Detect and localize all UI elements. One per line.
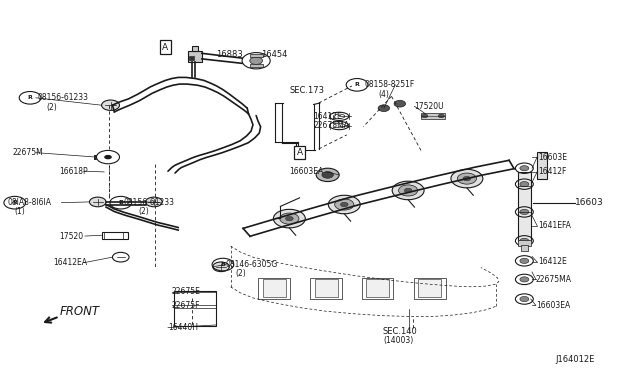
Bar — [250, 54, 262, 57]
Text: 16440H: 16440H — [168, 323, 198, 332]
Text: 16412F: 16412F — [538, 167, 567, 176]
Text: SEC.140: SEC.140 — [383, 327, 417, 336]
Circle shape — [520, 166, 529, 171]
Bar — [189, 56, 194, 60]
Text: 16603E: 16603E — [538, 153, 568, 161]
Circle shape — [520, 182, 529, 187]
Text: B: B — [221, 262, 225, 267]
Text: A: A — [163, 42, 168, 51]
Text: 17520: 17520 — [60, 231, 84, 241]
Text: 16883: 16883 — [216, 50, 243, 59]
Circle shape — [378, 105, 390, 112]
Bar — [191, 46, 198, 51]
Bar — [102, 232, 129, 238]
Text: 16412E: 16412E — [314, 112, 342, 121]
Text: 08IA8-8I6IA: 08IA8-8I6IA — [7, 198, 51, 207]
Circle shape — [394, 100, 406, 107]
Text: A: A — [296, 148, 303, 157]
Text: (14003): (14003) — [384, 336, 414, 345]
Circle shape — [328, 195, 360, 214]
Circle shape — [212, 262, 229, 272]
Bar — [315, 279, 338, 297]
Text: 22675MA: 22675MA — [314, 121, 349, 130]
Circle shape — [250, 57, 262, 64]
Circle shape — [335, 199, 354, 210]
Text: 22675MA: 22675MA — [536, 275, 572, 284]
Circle shape — [340, 202, 348, 207]
Bar — [414, 278, 446, 299]
Circle shape — [322, 171, 333, 178]
Circle shape — [520, 209, 529, 215]
Bar — [188, 51, 202, 62]
Text: 16603EA: 16603EA — [289, 167, 324, 176]
Text: (2): (2) — [236, 269, 246, 278]
Circle shape — [146, 197, 163, 207]
Text: 08156-61233: 08156-61233 — [124, 198, 174, 207]
Text: 08146-6305G: 08146-6305G — [225, 260, 278, 269]
Circle shape — [520, 238, 529, 243]
Bar — [518, 240, 531, 246]
Text: 16603: 16603 — [575, 198, 604, 207]
Bar — [518, 172, 531, 241]
Bar — [310, 278, 342, 299]
Text: SEC.173: SEC.173 — [289, 86, 324, 95]
Circle shape — [520, 258, 529, 263]
Bar — [421, 113, 445, 119]
Text: 17520U: 17520U — [415, 102, 444, 111]
Circle shape — [438, 114, 445, 118]
Text: R: R — [28, 95, 33, 100]
Text: 16454: 16454 — [261, 50, 287, 59]
Circle shape — [280, 213, 299, 224]
Text: 22675F: 22675F — [172, 301, 200, 310]
Bar — [537, 152, 547, 179]
Bar — [250, 64, 262, 67]
Text: 16618P: 16618P — [60, 167, 88, 176]
Circle shape — [451, 169, 483, 188]
Text: 1641EFA: 1641EFA — [538, 221, 572, 230]
Circle shape — [463, 176, 470, 181]
Text: FRONT: FRONT — [60, 305, 99, 318]
Text: 16412EA: 16412EA — [53, 258, 87, 267]
Circle shape — [102, 100, 120, 110]
Circle shape — [392, 181, 424, 200]
Circle shape — [90, 197, 106, 207]
Bar — [262, 279, 285, 297]
Bar — [520, 245, 528, 251]
Text: (1): (1) — [15, 208, 26, 217]
Bar — [362, 278, 394, 299]
Circle shape — [273, 209, 305, 228]
Bar — [366, 279, 389, 297]
Text: (2): (2) — [47, 103, 58, 112]
Text: 22675M: 22675M — [12, 148, 43, 157]
Circle shape — [399, 185, 418, 196]
Text: R: R — [355, 82, 360, 87]
Bar — [258, 278, 290, 299]
Text: 16412E: 16412E — [538, 257, 567, 266]
Text: B: B — [118, 200, 123, 205]
Text: (4): (4) — [379, 90, 390, 99]
Text: 08156-61233: 08156-61233 — [38, 93, 89, 102]
Bar — [419, 279, 442, 297]
Text: R: R — [12, 200, 17, 205]
Circle shape — [422, 114, 428, 118]
Circle shape — [285, 217, 293, 221]
Text: 16603EA: 16603EA — [536, 301, 570, 310]
Bar — [174, 291, 216, 326]
Circle shape — [458, 173, 476, 184]
Circle shape — [520, 296, 529, 302]
Circle shape — [520, 277, 529, 282]
Text: J164012E: J164012E — [555, 355, 595, 364]
Circle shape — [404, 188, 412, 193]
Text: (2): (2) — [138, 208, 148, 217]
Circle shape — [104, 155, 112, 159]
Text: 08158-8251F: 08158-8251F — [365, 80, 415, 89]
Text: 22675E: 22675E — [172, 287, 201, 296]
Circle shape — [316, 168, 339, 182]
